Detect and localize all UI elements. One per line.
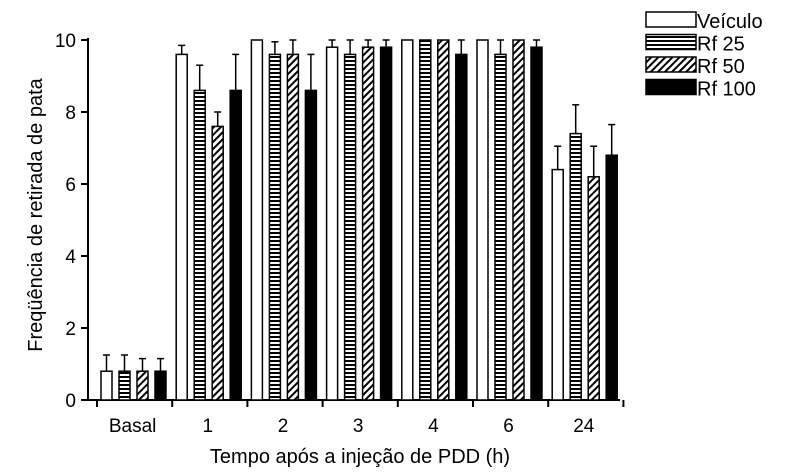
bar-s1-c3 bbox=[343, 53, 357, 401]
legend-label-0: Veículo bbox=[697, 11, 763, 33]
bar-s2-c3 bbox=[361, 46, 375, 401]
bar-s3-c4 bbox=[455, 53, 468, 401]
x-tick-label-2: 2 bbox=[278, 416, 289, 437]
bar-s0-c5 bbox=[476, 39, 489, 401]
bar-s3-c6 bbox=[605, 154, 618, 401]
legend-label-2: Rf 50 bbox=[697, 56, 745, 78]
bar-s2-c4 bbox=[437, 39, 450, 401]
legend-swatch-3 bbox=[645, 78, 697, 96]
x-tick-label-4: 4 bbox=[428, 416, 439, 437]
bar-s2-c1 bbox=[211, 125, 224, 401]
bar-s2-c5 bbox=[512, 39, 525, 401]
y-tick-label-3: 6 bbox=[65, 175, 76, 196]
bar-s2-c2 bbox=[286, 53, 300, 401]
x-tick-label-5: 6 bbox=[503, 416, 514, 437]
bar-s1-c2 bbox=[268, 53, 282, 401]
bar-s3-c3 bbox=[379, 46, 393, 401]
bar-s0-c6 bbox=[551, 168, 564, 401]
bar-s1-c5 bbox=[494, 53, 507, 401]
x-tick-label-6: 24 bbox=[573, 416, 595, 437]
x-axis-title: Tempo após a injeção de PDD (h) bbox=[210, 446, 510, 468]
y-tick-label-4: 8 bbox=[65, 103, 76, 124]
bar-s1-c1 bbox=[193, 89, 206, 401]
legend-swatch-1 bbox=[645, 33, 697, 51]
bar-s2-c0 bbox=[136, 370, 149, 401]
y-tick-label-0: 0 bbox=[65, 391, 76, 412]
bar-s0-c2 bbox=[250, 39, 264, 401]
legend-label-1: Rf 25 bbox=[697, 34, 745, 56]
y-tick-label-2: 4 bbox=[65, 247, 76, 268]
bar-s0-c0 bbox=[100, 370, 113, 401]
x-tick-label-0: Basal bbox=[109, 416, 157, 437]
bar-s3-c5 bbox=[530, 46, 543, 401]
y-tick-label-5: 10 bbox=[55, 31, 76, 52]
bar-s1-c0 bbox=[118, 370, 131, 401]
bar-s0-c1 bbox=[175, 53, 188, 401]
bar-s2-c6 bbox=[587, 176, 600, 401]
bar-s3-c0 bbox=[154, 370, 167, 401]
legend-swatch-2 bbox=[645, 56, 697, 73]
bar-s0-c4 bbox=[401, 39, 414, 401]
x-tick-label-3: 3 bbox=[353, 416, 364, 437]
bar-s3-c1 bbox=[229, 89, 242, 401]
bar-s0-c3 bbox=[325, 46, 339, 401]
y-axis-title: Freqüência de retirada de pata bbox=[25, 77, 47, 351]
x-tick-label-1: 1 bbox=[203, 416, 214, 437]
y-tick-label-1: 2 bbox=[65, 319, 76, 340]
bar-s1-c4 bbox=[419, 39, 432, 401]
bar-s1-c6 bbox=[569, 132, 582, 401]
legend-swatch-0 bbox=[645, 11, 697, 28]
legend-label-3: Rf 100 bbox=[697, 79, 756, 101]
bar-s3-c2 bbox=[304, 89, 318, 401]
